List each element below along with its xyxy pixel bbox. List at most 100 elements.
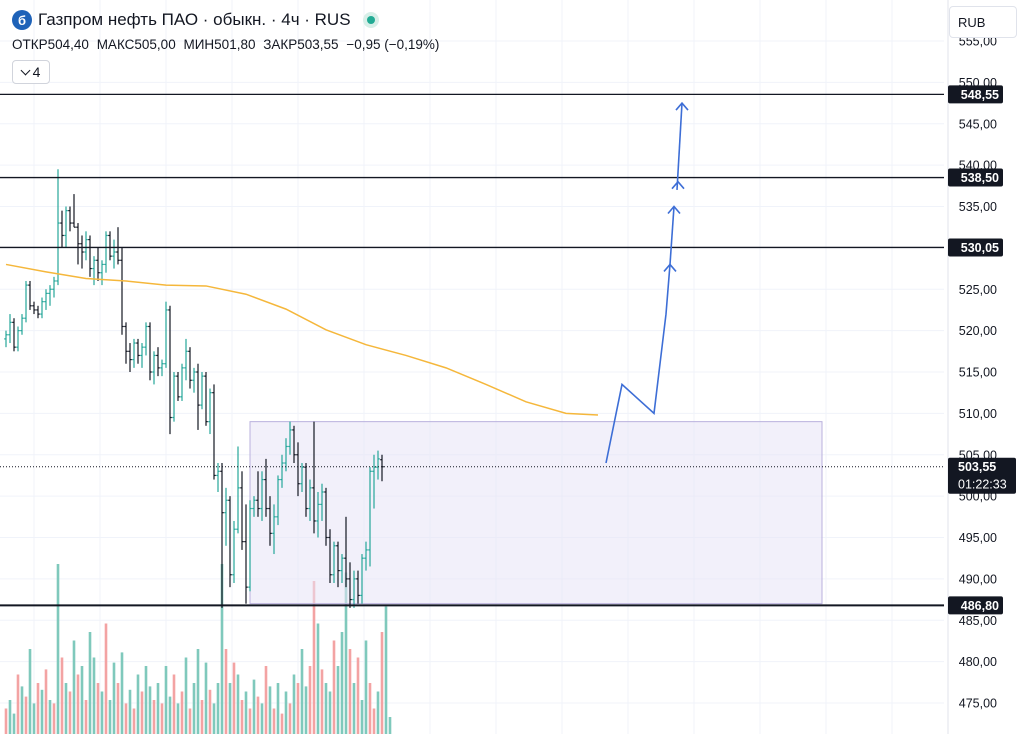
volume-bar — [144, 666, 148, 734]
volume-bar — [168, 696, 172, 734]
volume-bar — [364, 640, 368, 734]
volume-bar — [272, 708, 276, 734]
volume-bar — [172, 674, 176, 734]
volume-bar — [44, 669, 48, 734]
level-price-tag[interactable] — [948, 596, 1003, 615]
volume-bar — [160, 703, 164, 734]
company-logo-icon: б — [12, 10, 32, 30]
ohlc-high-key: МАКС — [96, 37, 135, 52]
ohlc-open-value: 504,40 — [47, 37, 89, 52]
volume-bar — [292, 674, 296, 734]
volume-bar — [188, 708, 192, 734]
range-rectangle[interactable] — [249, 421, 823, 605]
volume-bar — [164, 666, 168, 734]
volume-bar — [192, 683, 196, 734]
volume-bar — [148, 686, 152, 734]
indicators-toggle-button[interactable]: 4 — [12, 60, 50, 84]
last-price-tag[interactable] — [948, 457, 1016, 494]
projection-line[interactable] — [605, 264, 671, 464]
volume-bar — [268, 686, 272, 734]
projection-path[interactable] — [605, 101, 689, 464]
volume-bar — [368, 683, 372, 734]
volume-bar — [108, 700, 112, 734]
volume-bars — [4, 564, 392, 734]
level-price-tag[interactable] — [948, 168, 1003, 187]
volume-bar — [60, 657, 64, 734]
y-tick-label: 485,00 — [959, 614, 997, 628]
symbol-title[interactable]: Газпром нефть ПАО · обыкн. · 4ч · RUS — [38, 10, 351, 29]
y-tick-label: 555,00 — [959, 35, 997, 49]
volume-bar — [348, 649, 352, 734]
volume-bar — [120, 652, 124, 734]
volume-bar — [72, 640, 76, 734]
volume-bar — [264, 666, 268, 734]
volume-bar — [212, 703, 216, 734]
chevron-down-icon — [20, 65, 31, 75]
market-status-icon[interactable] — [362, 12, 379, 28]
volume-bar — [308, 666, 312, 734]
volume-bar — [208, 689, 212, 734]
level-price-label: 538,50 — [961, 171, 999, 185]
projection-line[interactable] — [669, 206, 675, 265]
candlestick-series — [4, 169, 384, 608]
volume-bar — [140, 691, 144, 734]
y-tick-label: 490,00 — [959, 572, 997, 586]
volume-bar — [184, 657, 188, 734]
volume-bar — [224, 649, 228, 734]
volume-bar — [236, 674, 240, 734]
volume-bar — [48, 700, 52, 734]
y-tick-label: 515,00 — [959, 366, 997, 380]
level-price-tag[interactable] — [948, 238, 1003, 257]
volume-bar — [220, 564, 224, 734]
volume-bar — [380, 632, 384, 734]
volume-bar — [196, 649, 200, 734]
volume-bar — [240, 700, 244, 734]
volume-bar — [112, 662, 116, 734]
volume-bar — [376, 691, 380, 734]
volume-bar — [356, 657, 360, 734]
volume-bar — [336, 666, 340, 734]
volume-bar — [340, 632, 344, 734]
bar-countdown-label: 01:22:33 — [958, 478, 1007, 492]
volume-bar — [28, 649, 32, 734]
currency-button[interactable]: RUB — [949, 6, 1017, 38]
volume-bar — [128, 689, 132, 734]
volume-bar — [384, 606, 388, 734]
volume-bar — [40, 689, 44, 734]
volume-bar — [260, 703, 264, 734]
ohlc-values: ОТКР504,40 МАКС505,00 МИН501,80 ЗАКР503,… — [12, 37, 443, 52]
volume-bar — [132, 708, 136, 734]
volume-bar — [304, 686, 308, 734]
y-tick-label: 545,00 — [959, 117, 997, 131]
volume-bar — [136, 674, 140, 734]
volume-bar — [320, 669, 324, 734]
volume-bar — [8, 700, 12, 734]
level-price-tag[interactable] — [948, 85, 1003, 104]
volume-bar — [152, 700, 156, 734]
level-price-label: 530,05 — [961, 241, 999, 255]
volume-bar — [64, 683, 68, 734]
horizontal-levels[interactable] — [0, 93, 944, 607]
level-price-label: 548,55 — [961, 88, 999, 102]
projection-line[interactable] — [676, 103, 683, 190]
volume-bar — [296, 683, 300, 734]
volume-bar — [100, 691, 104, 734]
volume-bar — [312, 581, 316, 734]
y-tick-label: 535,00 — [959, 200, 997, 214]
last-price-label: 503,55 — [958, 460, 996, 474]
volume-bar — [200, 700, 204, 734]
volume-bar — [180, 691, 184, 734]
price-axis[interactable]: 475,00480,00485,00490,00495,00500,00505,… — [947, 0, 1024, 734]
volume-bar — [84, 700, 88, 734]
volume-bar — [388, 717, 392, 734]
volume-bar — [288, 703, 292, 734]
currency-label: RUB — [958, 15, 986, 30]
volume-bar — [24, 696, 28, 734]
indicators-count: 4 — [32, 64, 41, 80]
ohlc-close-key: ЗАКР — [263, 37, 298, 52]
volume-bar — [12, 713, 16, 734]
y-tick-label: 475,00 — [959, 697, 997, 711]
ohlc-close-value: 503,55 — [297, 37, 339, 52]
moving-average-line — [5, 263, 599, 416]
